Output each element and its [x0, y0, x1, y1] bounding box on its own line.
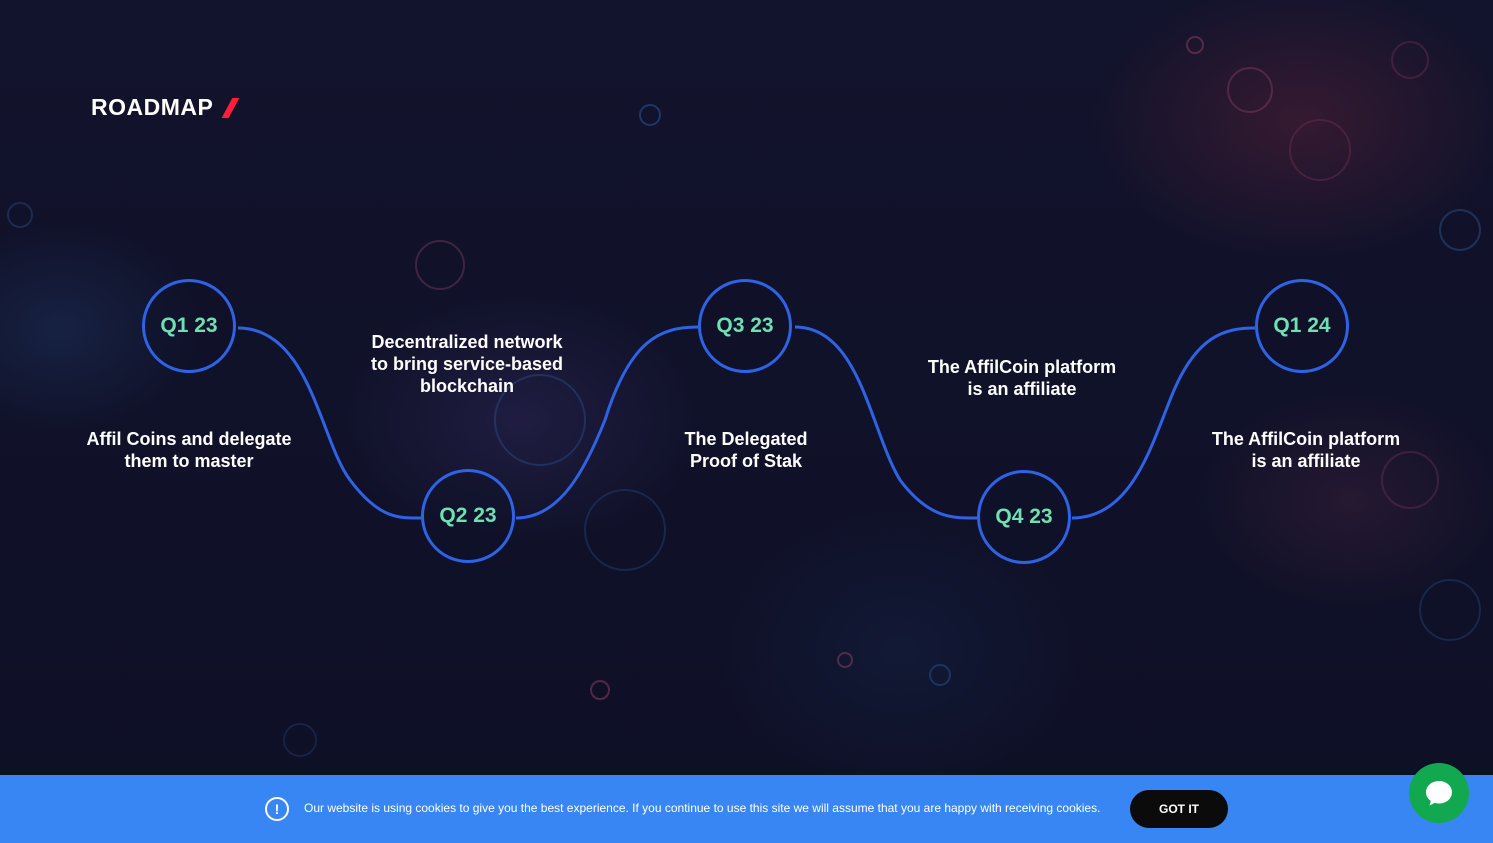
milestone-q4-23-description: The AffilCoin platform is an affiliate	[892, 356, 1152, 400]
milestone-q4-23-line1: The AffilCoin platform	[927, 357, 1117, 377]
milestone-q3-23-description: The Delegated Proof of Stak	[616, 428, 876, 472]
milestone-q1-23-label: Q1 23	[160, 314, 218, 337]
milestone-q3-23-line1: The Delegated	[684, 429, 808, 449]
milestone-q4-23-line2: is an affiliate	[967, 379, 1077, 399]
chat-bubble-icon	[1426, 781, 1452, 806]
milestone-q2-23-line2: to bring service-based	[370, 354, 564, 374]
milestone-q1-23-node: Q1 23	[142, 279, 236, 373]
milestone-q2-23-line1: Decentralized network	[371, 332, 563, 352]
milestone-q2-23-description: Decentralized network to bring service-b…	[337, 331, 597, 397]
milestone-q1-24-line2: is an affiliate	[1251, 451, 1361, 471]
milestone-q1-24-description: The AffilCoin platform is an affiliate	[1176, 428, 1436, 472]
milestone-q4-23-node: Q4 23	[977, 470, 1071, 564]
cookie-message: Our website is using cookies to give you…	[304, 801, 1101, 815]
milestone-q1-24-node: Q1 24	[1255, 279, 1349, 373]
milestone-q2-23-label: Q2 23	[439, 504, 497, 527]
milestone-q1-23-line1: Affil Coins and delegate	[86, 429, 292, 449]
milestone-q3-23-label: Q3 23	[716, 314, 774, 337]
milestone-q2-23-node: Q2 23	[421, 469, 515, 563]
milestone-q1-23-line2: them to master	[124, 451, 254, 471]
milestone-q2-23-line3: blockchain	[419, 376, 515, 396]
milestone-q1-24-line1: The AffilCoin platform	[1211, 429, 1401, 449]
milestone-q4-23-label: Q4 23	[995, 505, 1053, 528]
milestone-q3-23-line2: Proof of Stak	[689, 451, 802, 471]
info-icon: !	[265, 797, 289, 821]
milestone-q1-23-description: Affil Coins and delegate them to master	[59, 428, 319, 472]
section-title: ROADMAP	[91, 94, 240, 121]
got-it-button[interactable]: GOT IT	[1130, 790, 1228, 828]
section-title-text: ROADMAP	[91, 94, 214, 120]
info-icon-glyph: !	[274, 801, 280, 817]
chat-widget-button[interactable]	[1409, 763, 1469, 823]
milestone-q3-23-node: Q3 23	[698, 279, 792, 373]
cookie-banner	[0, 775, 1493, 843]
milestone-q1-24-label: Q1 24	[1273, 314, 1331, 337]
